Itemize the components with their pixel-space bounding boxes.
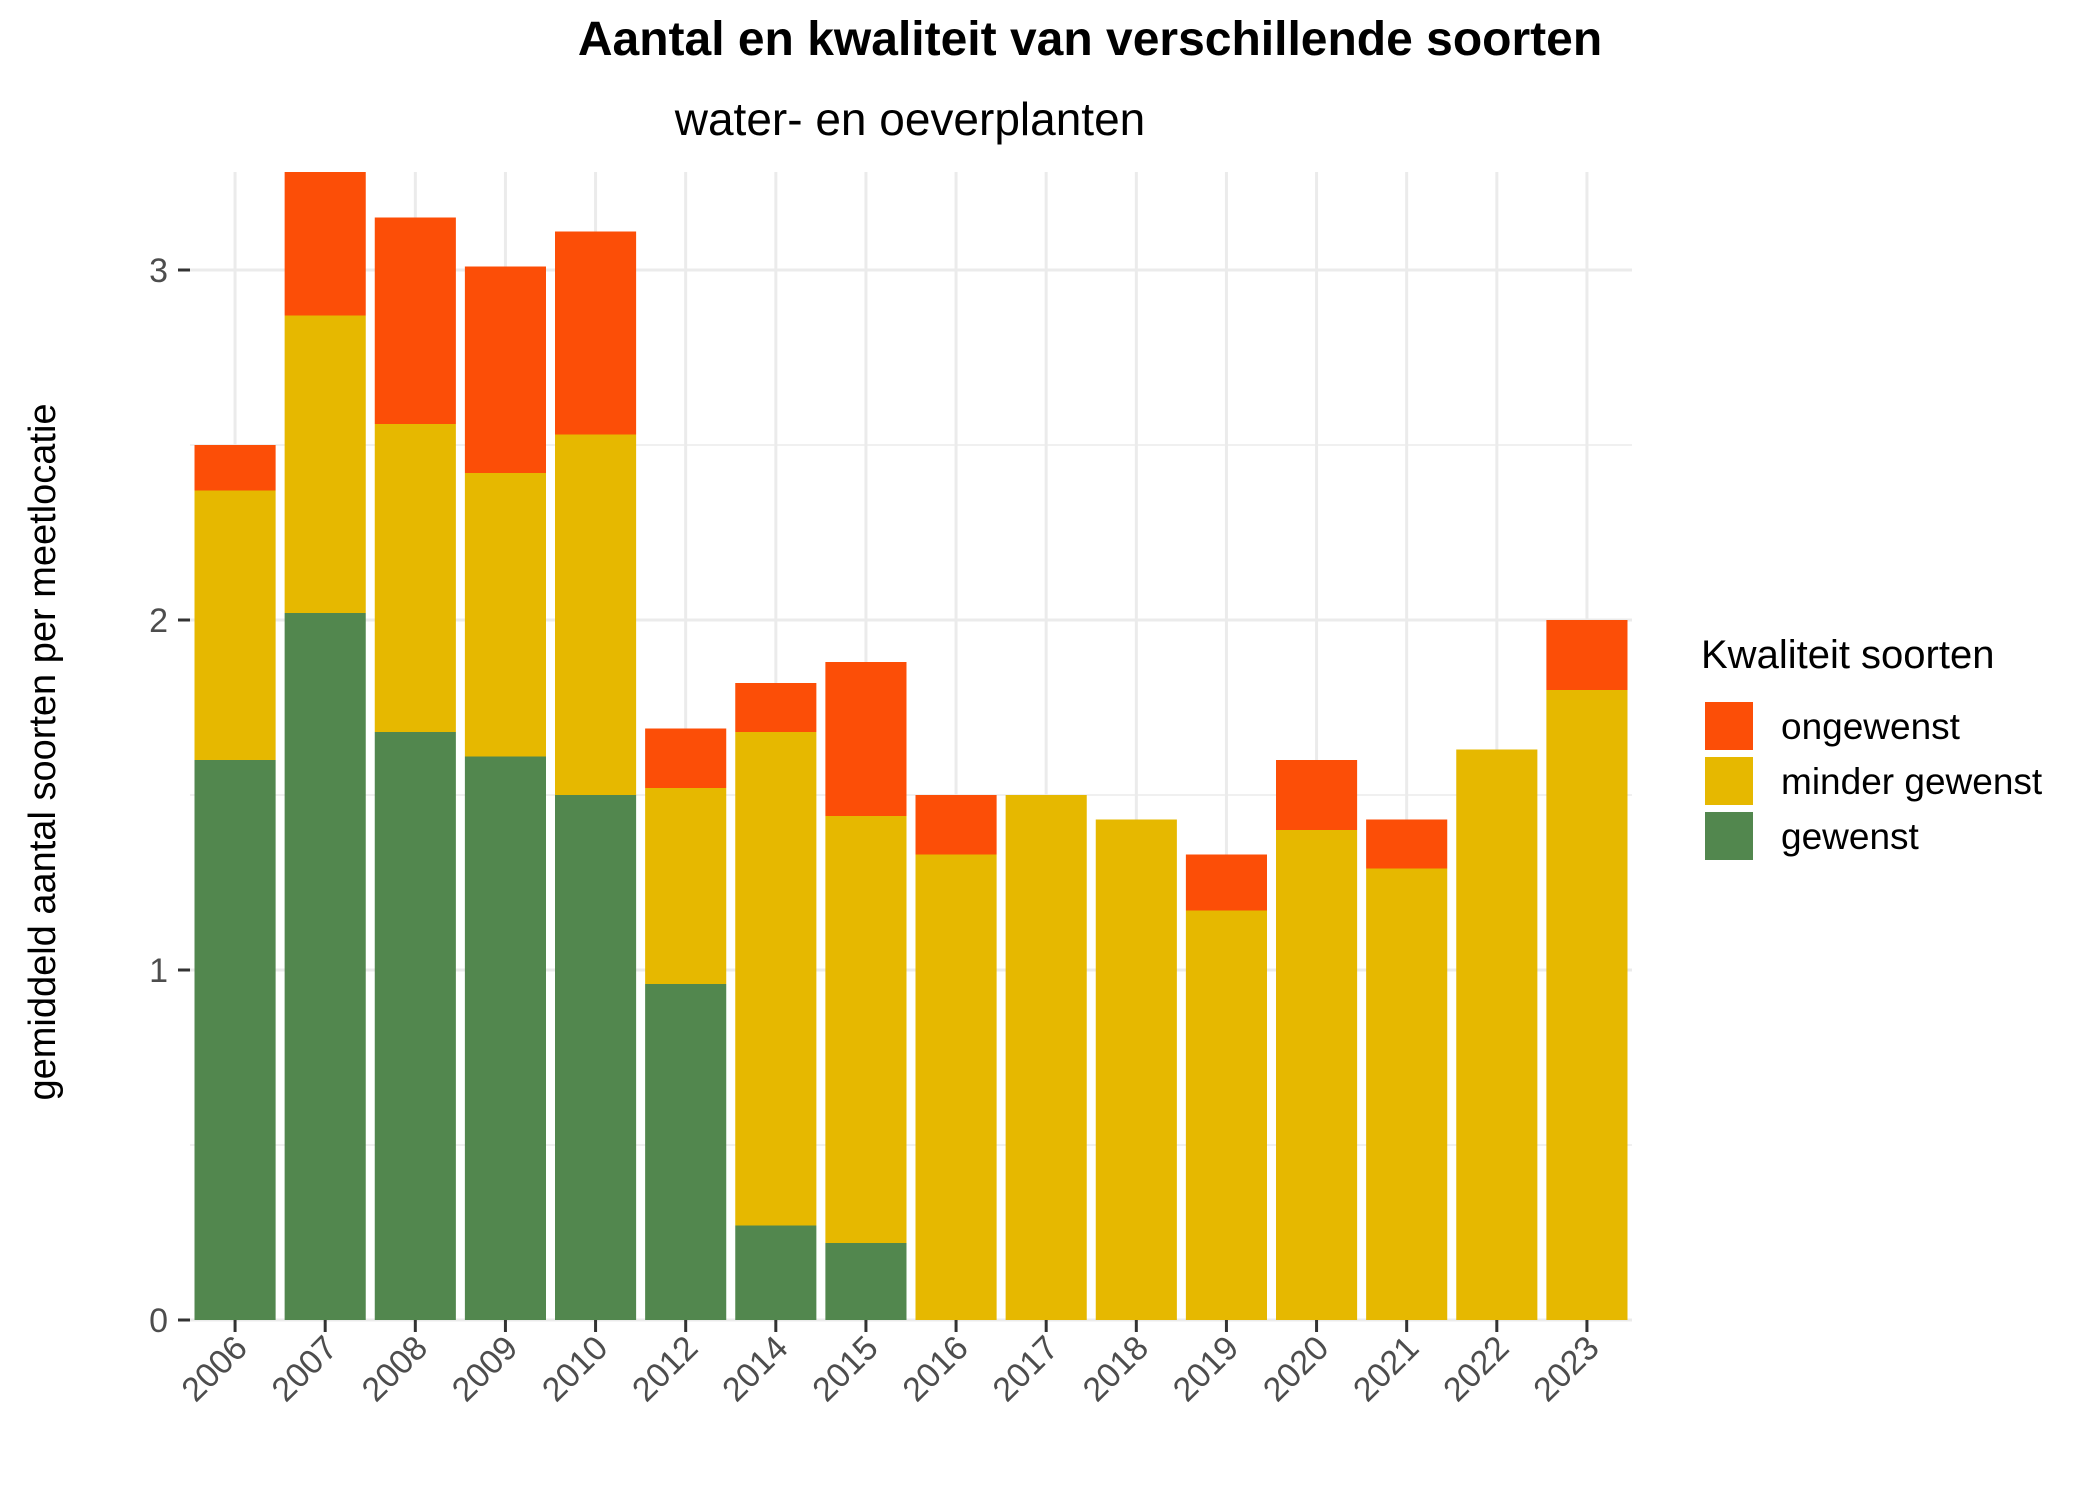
bar-2016-minder-gewenst: [915, 854, 997, 1320]
bar-2012-gewenst: [645, 984, 727, 1320]
bar-group-2006: [194, 445, 276, 1320]
bar-2020-ongewenst: [1276, 760, 1358, 830]
bar-2010-minder-gewenst: [555, 434, 637, 795]
bar-2012-minder-gewenst: [645, 788, 727, 984]
chart-title: Aantal en kwaliteit van verschillende so…: [578, 13, 1602, 66]
legend: Kwaliteit soorten ongewenst minder gewens…: [1701, 633, 2043, 860]
bar-2023-ongewenst: [1546, 620, 1628, 690]
bar-2019-minder-gewenst: [1185, 910, 1267, 1320]
bar-2020-minder-gewenst: [1276, 830, 1358, 1320]
bar-group-2010: [555, 231, 637, 1320]
legend-swatch-minder-gewenst: [1705, 757, 1753, 805]
x-tick-label: 2022: [1436, 1329, 1516, 1409]
bar-group-2023: [1546, 620, 1628, 1320]
y-tick-label: 3: [149, 252, 168, 290]
bar-2017-minder-gewenst: [1005, 795, 1087, 1320]
bar-2009-minder-gewenst: [464, 473, 546, 757]
bar-2018-minder-gewenst: [1095, 819, 1177, 1320]
bar-2022-minder-gewenst: [1456, 749, 1538, 1320]
bar-group-2015: [825, 662, 907, 1320]
bar-group-2018: [1095, 819, 1177, 1320]
bars: [194, 172, 1628, 1320]
bar-2010-ongewenst: [555, 231, 637, 435]
bar-2014-gewenst: [735, 1225, 817, 1320]
bar-group-2022: [1456, 749, 1538, 1320]
bar-2009-gewenst: [464, 756, 546, 1320]
x-tick-label: 2010: [535, 1329, 615, 1409]
chart-subtitle: water- en oeverplanten: [674, 93, 1146, 145]
bar-2016-ongewenst: [915, 795, 997, 855]
bar-2014-minder-gewenst: [735, 732, 817, 1226]
bar-2007-ongewenst: [284, 172, 366, 316]
bar-2021-minder-gewenst: [1366, 868, 1448, 1320]
x-tick-label: 2007: [264, 1329, 344, 1409]
legend-label-minder-gewenst: minder gewenst: [1781, 761, 2043, 802]
bar-2015-gewenst: [825, 1243, 907, 1320]
x-tick-label: 2015: [805, 1329, 885, 1409]
y-tick-label: 2: [149, 602, 168, 640]
x-axis: 2006 2007 2008 2009 2010 2012 2014 2015 2016 2017…: [174, 1320, 1607, 1409]
bar-2023-minder-gewenst: [1546, 690, 1628, 1320]
x-tick-label: 2014: [715, 1329, 795, 1409]
legend-swatch-ongewenst: [1705, 702, 1753, 750]
bar-2019-ongewenst: [1185, 854, 1267, 911]
x-tick-label: 2006: [174, 1329, 254, 1409]
x-tick-label: 2021: [1346, 1329, 1426, 1409]
bar-2006-ongewenst: [194, 445, 276, 491]
bar-2008-gewenst: [374, 732, 456, 1320]
bar-2007-minder-gewenst: [284, 315, 366, 613]
legend-label-gewenst: gewenst: [1781, 816, 1920, 857]
x-tick-label: 2009: [445, 1329, 525, 1409]
bar-group-2014: [735, 683, 817, 1320]
legend-label-ongewenst: ongewenst: [1781, 706, 1961, 747]
legend-title: Kwaliteit soorten: [1701, 633, 1994, 677]
x-tick-label: 2017: [985, 1329, 1065, 1409]
bar-group-2008: [374, 217, 456, 1320]
y-axis: 0 1 2 3: [149, 252, 190, 1340]
x-tick-label: 2019: [1166, 1329, 1246, 1409]
bar-2009-ongewenst: [464, 266, 546, 473]
bar-2006-minder-gewenst: [194, 490, 276, 760]
bar-2008-ongewenst: [374, 217, 456, 424]
bar-group-2021: [1366, 819, 1448, 1320]
bar-2015-ongewenst: [825, 662, 907, 816]
bar-group-2016: [915, 795, 997, 1320]
bar-group-2019: [1185, 854, 1267, 1320]
y-tick-label: 1: [149, 952, 168, 990]
bar-2021-ongewenst: [1366, 819, 1448, 869]
bar-2007-gewenst: [284, 613, 366, 1320]
bar-2012-ongewenst: [645, 728, 727, 788]
bar-2008-minder-gewenst: [374, 424, 456, 732]
bar-2014-ongewenst: [735, 683, 817, 732]
bar-group-2012: [645, 728, 727, 1320]
bar-group-2009: [464, 266, 546, 1320]
y-tick-label: 0: [149, 1302, 168, 1340]
x-tick-label: 2023: [1526, 1329, 1606, 1409]
bar-group-2017: [1005, 795, 1087, 1320]
bar-2010-gewenst: [555, 795, 637, 1320]
x-tick-label: 2012: [625, 1329, 705, 1409]
bar-group-2020: [1276, 760, 1358, 1320]
bar-group-2007: [284, 172, 366, 1320]
bar-2015-minder-gewenst: [825, 816, 907, 1243]
y-axis-title: gemiddeld aantal soorten per meetlocatie: [22, 403, 64, 1100]
x-tick-label: 2008: [355, 1329, 435, 1409]
x-tick-label: 2016: [895, 1329, 975, 1409]
legend-swatch-gewenst: [1705, 812, 1753, 860]
x-tick-label: 2018: [1076, 1329, 1156, 1409]
x-tick-label: 2020: [1256, 1329, 1336, 1409]
bar-2006-gewenst: [194, 760, 276, 1320]
